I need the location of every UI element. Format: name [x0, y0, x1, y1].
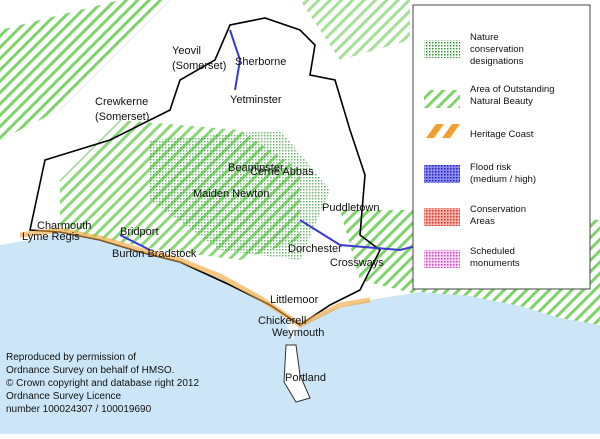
place-label: Portland	[285, 372, 326, 384]
legend-swatch	[424, 250, 460, 268]
place-label: Cerne Abbas	[250, 166, 314, 178]
credit-line: number 100024307 / 100019690	[6, 404, 152, 415]
place-label: Maiden Newton	[193, 188, 269, 200]
legend-label: Flood risk	[470, 162, 511, 173]
place-label: Crossways	[330, 257, 384, 269]
credit-line: © Crown copyright and database right 201…	[6, 378, 199, 389]
legend-label: Area of Outstanding	[470, 84, 555, 95]
legend-swatch	[424, 40, 460, 58]
place-label: Dorchester	[288, 243, 342, 255]
place-label: Puddletown	[322, 202, 380, 214]
legend-label: Nature	[470, 32, 499, 43]
sea	[0, 232, 600, 434]
legend-label: Heritage Coast	[470, 129, 534, 140]
place-label: Charmouth	[37, 220, 91, 232]
legend-label: Conservation	[470, 204, 526, 215]
place-label: Weymouth	[272, 327, 324, 339]
place-label: Sherborne	[235, 56, 286, 68]
legend-label: designations	[470, 56, 524, 67]
place-label: Lyme Regis	[22, 231, 80, 243]
aonb-area	[0, 0, 170, 140]
place-label: Littlemoor	[270, 294, 319, 306]
legend-label: (medium / high)	[470, 174, 536, 185]
place-label: Beaminster	[228, 162, 284, 174]
credit-line: Ordnance Survey Licence	[6, 391, 122, 402]
legend-swatch	[426, 124, 460, 138]
place-label: (Somerset)	[172, 60, 226, 72]
heritage-coast	[19, 227, 371, 328]
place-label: Yeovil	[172, 45, 201, 57]
portland	[283, 344, 311, 403]
place-label: Yetminster	[230, 94, 282, 106]
legend-box	[412, 4, 591, 290]
place-label: Crewkerne	[95, 96, 148, 108]
legend-swatch	[424, 90, 460, 108]
legend-label: monuments	[470, 258, 520, 269]
place-label: Bridport	[120, 226, 159, 238]
legend-label: Scheduled	[470, 246, 515, 257]
credit-line: Reproduced by permission of	[6, 352, 136, 363]
place-label: Burton Bradstock	[112, 248, 197, 260]
legend-swatch	[424, 165, 460, 183]
legend-swatch	[424, 208, 460, 226]
place-label: (Somerset)	[95, 111, 149, 123]
place-label: Chickerell	[258, 315, 306, 327]
legend-label: Areas	[470, 216, 495, 227]
aonb-area	[300, 0, 410, 60]
nature-area	[150, 130, 330, 260]
legend-label: Natural Beauty	[470, 96, 533, 107]
credit-line: Ordnance Survey on behalf of HMSO.	[6, 365, 174, 376]
legend-label: conservation	[470, 44, 524, 55]
